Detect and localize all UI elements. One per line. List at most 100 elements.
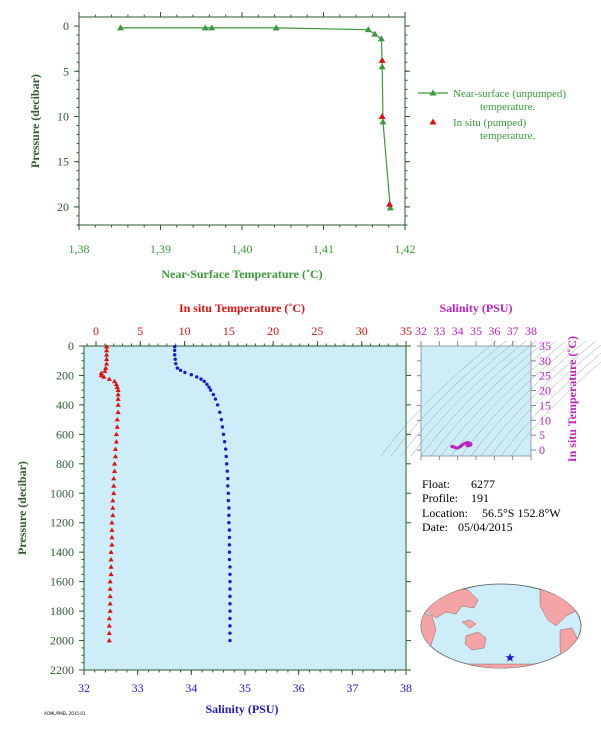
ts-y-tick-label: 35 — [539, 339, 551, 353]
profile-value: 191 — [471, 491, 489, 505]
temperature-point — [110, 512, 116, 518]
salinity-point — [195, 375, 199, 379]
temperature-point — [115, 392, 121, 397]
salinity-point — [227, 528, 232, 532]
density-contour — [500, 352, 601, 457]
temperature-point — [107, 593, 113, 599]
temperature-point — [110, 498, 116, 503]
salinity-point — [228, 579, 232, 584]
main-bottom-tick-label: 36 — [293, 681, 305, 695]
temperature-point — [112, 446, 119, 451]
ts-x-tick-label: 38 — [525, 324, 537, 338]
temperature-point — [102, 368, 108, 373]
salinity-point — [172, 345, 177, 349]
temperature-point — [115, 409, 121, 415]
float-label: Float: — [422, 477, 450, 491]
temperature-point — [106, 623, 112, 628]
main-bottom-tick-label: 35 — [239, 681, 251, 695]
main-y-tick-label: 400 — [56, 398, 74, 412]
salinity-point — [227, 513, 231, 518]
ts-x-tick-label: 37 — [507, 324, 519, 338]
density-contour — [400, 340, 517, 457]
unpumped-temperature-point — [117, 24, 125, 31]
location-value: 56.5°S 152.8°W — [482, 506, 561, 520]
top-y-tick-label: 10 — [57, 109, 69, 123]
pumped-temperature-point — [378, 112, 386, 119]
profile-chart: 0 5 10 15 20 25 30 35 32 33 34 35 36 37 38 0 200 400 600… — [15, 301, 412, 716]
ts-y-tick-label: 10 — [539, 413, 551, 427]
density-contour — [420, 340, 537, 457]
main-bottom-tick-label: 38 — [400, 681, 412, 695]
unpumped-temperature-point — [379, 118, 387, 125]
ts-x-tick-label: 36 — [488, 324, 500, 338]
ts-y-tick-label: 20 — [539, 384, 551, 398]
legend-label-pumped-line2: temperature. — [480, 130, 536, 142]
temperature-point — [107, 586, 113, 591]
salinity-point — [228, 565, 232, 569]
temperature-point — [112, 453, 119, 459]
salinity-point — [226, 476, 230, 481]
date-value: 05/04/2015 — [458, 520, 513, 534]
salinity-point — [178, 368, 183, 372]
temperature-point — [107, 608, 113, 613]
top-x-axis-label: Near-Surface Temperature (˚C) — [161, 267, 322, 281]
salinity-point — [225, 469, 229, 473]
temperature-point — [106, 615, 112, 621]
main-top-tick-label: 25 — [311, 324, 323, 338]
main-top-tick-label: 10 — [179, 324, 191, 338]
top-y-tick-label: 20 — [57, 200, 69, 214]
float-location-marker — [505, 653, 515, 662]
salinity-point — [221, 432, 226, 437]
date-label: Date: — [422, 520, 448, 534]
main-plot-background — [83, 345, 407, 671]
temperature-point — [104, 356, 110, 362]
salinity-point — [227, 506, 231, 510]
temperature-point — [115, 402, 121, 407]
salinity-point — [228, 638, 232, 643]
ts-y-axis-label: In situ Temperature (˚C) — [565, 336, 579, 462]
main-y-tick-label: 2000 — [50, 634, 74, 648]
salinity-point — [228, 631, 232, 635]
unpumped-temperature-point — [201, 24, 209, 31]
unpumped-temperature-point — [208, 24, 216, 31]
legend-marker-pumped — [429, 118, 437, 125]
salinity-point — [227, 550, 232, 554]
temperature-point — [103, 365, 109, 370]
temperature-point — [107, 601, 113, 606]
pumped-temperature-point — [386, 200, 394, 207]
density-contour — [430, 340, 547, 457]
ts-x-tick-label: 33 — [433, 324, 445, 338]
temperature-point — [111, 490, 117, 496]
temperature-point — [108, 564, 114, 569]
ts-x-tick-label: 34 — [452, 324, 464, 338]
salinity-point — [227, 521, 231, 525]
salinity-point — [174, 361, 178, 366]
temperature-point — [98, 370, 104, 376]
temperature-point — [112, 468, 118, 473]
salinity-point — [228, 572, 232, 576]
main-y-tick-label: 600 — [56, 427, 74, 441]
main-bottom-tick-label: 33 — [132, 681, 144, 695]
salinity-point — [228, 594, 232, 599]
temperature-point — [101, 374, 107, 379]
temperature-point — [104, 361, 110, 366]
temperature-point — [107, 579, 113, 584]
density-contour — [480, 340, 597, 457]
float-value: 6277 — [471, 477, 495, 491]
top-x-tick-label: 1,42 — [395, 242, 416, 256]
salinity-point — [208, 388, 213, 392]
near-surface-temperature-chart: 1,38 1,39 1,40 1,41 1,42 0 5 10 15 20 Near-Surfa… — [28, 12, 566, 281]
world-map — [420, 583, 582, 669]
salinity-point — [227, 535, 232, 540]
temperature-point — [109, 542, 115, 547]
temperature-point — [111, 483, 117, 488]
main-top-tick-label: 5 — [137, 324, 143, 338]
density-contour — [450, 340, 567, 457]
temperature-point — [104, 344, 110, 349]
main-y-tick-label: 800 — [56, 457, 74, 471]
salinity-point — [219, 417, 224, 422]
main-bottom-tick-label: 37 — [346, 681, 358, 695]
main-y-tick-label: 0 — [68, 339, 74, 353]
main-top-tick-label: 0 — [93, 324, 99, 338]
unpumped-temperature-point — [386, 204, 394, 211]
